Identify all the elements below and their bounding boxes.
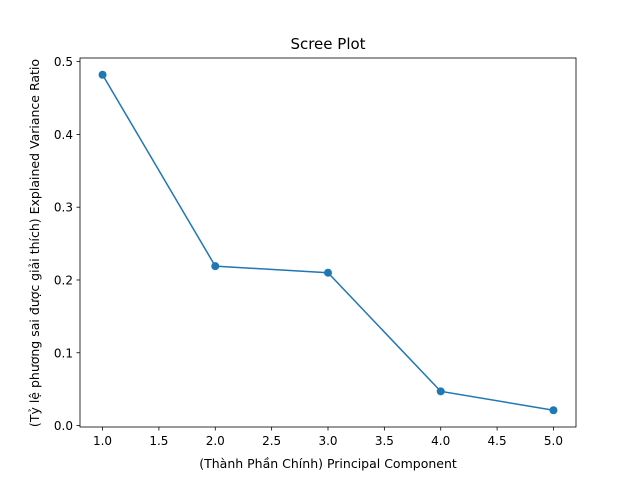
x-tick-label: 2.5 bbox=[262, 434, 281, 448]
data-point bbox=[549, 406, 558, 415]
x-tick-label: 4.0 bbox=[431, 434, 450, 448]
x-tick-label: 3.0 bbox=[318, 434, 337, 448]
x-tick-label: 3.5 bbox=[375, 434, 394, 448]
y-tick-label: 0.2 bbox=[54, 273, 73, 287]
chart-title: Scree Plot bbox=[290, 35, 365, 53]
x-axis-label: (Thành Phần Chính) Principal Component bbox=[199, 456, 457, 471]
x-tick-label: 2.0 bbox=[206, 434, 225, 448]
data-point bbox=[98, 70, 107, 79]
y-tick-label: 0.4 bbox=[54, 128, 73, 142]
y-tick-label: 0.1 bbox=[54, 346, 73, 360]
x-tick-label: 4.5 bbox=[488, 434, 507, 448]
data-point bbox=[436, 387, 445, 396]
x-tick-label: 5.0 bbox=[544, 434, 563, 448]
y-tick-label: 0.3 bbox=[54, 201, 73, 215]
x-tick-label: 1.0 bbox=[93, 434, 112, 448]
data-point bbox=[324, 268, 332, 277]
y-axis-label: (Tỷ lệ phương sai được giải thích) Expla… bbox=[27, 59, 42, 427]
data-point bbox=[211, 262, 220, 271]
x-tick-label: 1.5 bbox=[149, 434, 168, 448]
plot-area: 1.0 1.5 2.0 2.5 3.0 3.5 4.0 4.5 5.0 0.0 0.1 0.2 0.3 0… bbox=[54, 55, 577, 448]
y-tick-label: 0.5 bbox=[54, 55, 73, 69]
y-tick-label: 0.0 bbox=[54, 419, 73, 433]
